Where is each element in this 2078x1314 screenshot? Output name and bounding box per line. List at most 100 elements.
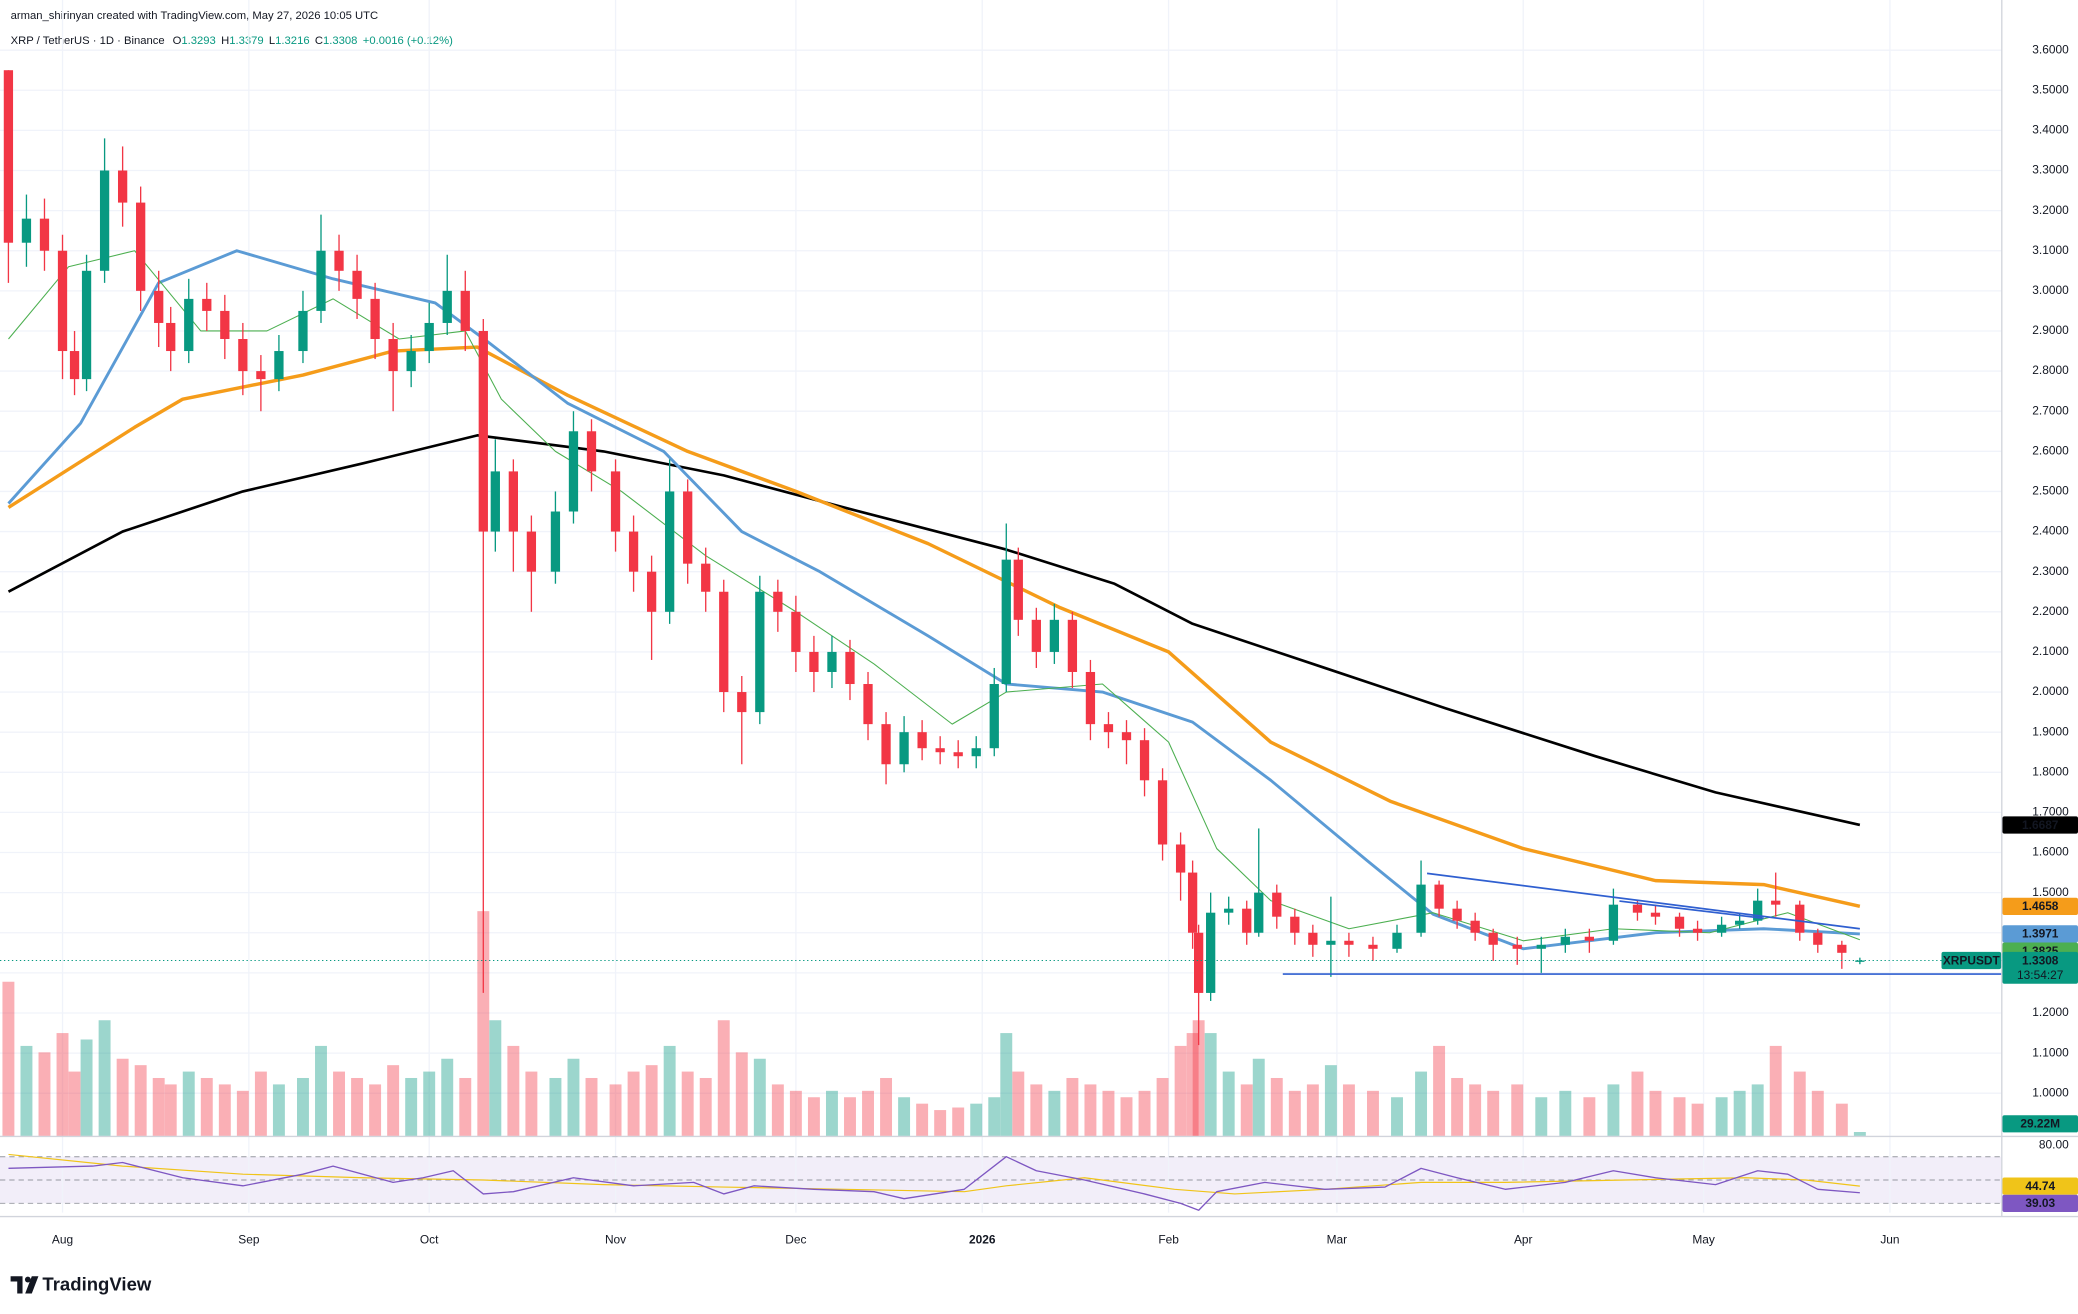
candle-body xyxy=(1085,671,1096,725)
volume-bar xyxy=(609,1084,622,1136)
candle-body xyxy=(809,651,819,672)
symbol-tag: XRPUSDT xyxy=(1943,953,2001,967)
volume-bar xyxy=(236,1090,249,1136)
volume-bar xyxy=(218,1084,231,1136)
candle-body xyxy=(99,170,110,271)
volume-bar xyxy=(56,1033,69,1136)
volume-bar xyxy=(200,1077,213,1136)
l-key: L xyxy=(269,35,275,47)
volume-bar xyxy=(297,1077,309,1136)
y-tick-label: 3.1000 xyxy=(2032,243,2069,257)
candle-body xyxy=(1344,940,1354,945)
candle-body xyxy=(57,250,68,352)
candle-body xyxy=(442,290,452,323)
candle-body xyxy=(719,591,729,693)
volume-bar xyxy=(1853,1131,1866,1136)
candle-body xyxy=(1608,904,1619,941)
candle-body xyxy=(1674,916,1685,929)
volume-bar xyxy=(369,1084,382,1136)
volume-bar xyxy=(1120,1097,1133,1136)
rsi-tick-label: 80.00 xyxy=(2039,1137,2069,1151)
candle-body xyxy=(1632,904,1643,913)
candle-body xyxy=(755,591,765,713)
candle-body xyxy=(1692,928,1703,933)
volume-bar xyxy=(567,1058,580,1136)
candle-body xyxy=(316,250,326,311)
volume-bar xyxy=(1174,1045,1187,1136)
volume-bar xyxy=(80,1039,93,1136)
y-tick-label: 2.3000 xyxy=(2032,564,2069,578)
candle-body xyxy=(406,351,416,372)
y-tick-label: 3.6000 xyxy=(2032,42,2069,56)
y-tick-label: 1.0000 xyxy=(2032,1085,2069,1099)
volume-bar xyxy=(1511,1084,1524,1136)
volume-tag: 29.22M xyxy=(2020,1117,2060,1131)
y-tick-label: 2.7000 xyxy=(2032,403,2069,417)
ma-price-tag: 1.4658 xyxy=(2022,899,2059,913)
change: +0.0016 (+0.12%) xyxy=(363,35,453,47)
volume-bar xyxy=(1751,1084,1764,1136)
volume-bar xyxy=(970,1103,983,1136)
volume-bar xyxy=(880,1077,893,1136)
volume-bar xyxy=(38,1052,51,1136)
candle-body xyxy=(370,298,380,340)
volume-bar xyxy=(645,1065,658,1136)
candle-body xyxy=(568,431,579,512)
current-price-bg xyxy=(2002,951,2078,984)
volume-bar xyxy=(1366,1090,1379,1136)
candle-body xyxy=(1224,908,1234,913)
candle-body xyxy=(917,732,927,749)
volume-bar xyxy=(844,1097,856,1136)
volume-bar xyxy=(152,1077,165,1136)
y-tick-label: 2.8000 xyxy=(2032,363,2069,377)
candle-body xyxy=(899,732,909,765)
l-value: 1.3216 xyxy=(275,35,309,47)
volume-bar xyxy=(1192,1020,1205,1136)
volume-bar xyxy=(459,1077,472,1136)
symbol-header: XRP / TetherUS · 1D · Binance O1.3293 H1.3… xyxy=(11,35,453,47)
volume-bar xyxy=(489,1020,502,1136)
candle-body xyxy=(166,322,176,352)
candle-body xyxy=(1193,932,1204,993)
volume-bar xyxy=(333,1071,345,1136)
volume-bar xyxy=(1102,1090,1115,1136)
candle-body xyxy=(610,471,621,532)
x-tick-label: Feb xyxy=(1158,1233,1179,1247)
x-tick-label: Aug xyxy=(52,1233,73,1247)
candle-body xyxy=(935,748,945,753)
h-value: 1.3379 xyxy=(229,35,263,47)
y-tick-label: 1.7000 xyxy=(2032,805,2069,819)
candle-body xyxy=(256,371,266,380)
y-tick-label: 3.4000 xyxy=(2032,123,2069,137)
candle-body xyxy=(1242,908,1252,933)
plot-area: 1.00001.10001.20001.30001.40001.50001.60… xyxy=(0,0,2078,1247)
volume-bar xyxy=(134,1065,147,1136)
candle-body xyxy=(881,724,891,765)
rsi-band xyxy=(0,1156,2002,1204)
c-value: 1.3308 xyxy=(323,35,357,47)
volume-bar xyxy=(1649,1090,1662,1136)
candle-body xyxy=(1416,884,1426,933)
volume-bar xyxy=(1084,1084,1097,1136)
candle-body xyxy=(1512,944,1522,949)
volume-bar xyxy=(789,1090,802,1136)
candle-body xyxy=(791,611,801,652)
candle-body xyxy=(1650,912,1661,917)
volume-bar xyxy=(351,1077,364,1136)
y-tick-label: 2.0000 xyxy=(2032,684,2069,698)
candle-body xyxy=(154,290,164,323)
volume-bar xyxy=(405,1077,418,1136)
candle-body xyxy=(1795,904,1805,933)
candle-body xyxy=(1103,724,1114,733)
volume-bar xyxy=(272,1084,285,1136)
candle-body xyxy=(1121,732,1132,741)
candle-body xyxy=(136,202,146,291)
ma-price-tag: 1.3971 xyxy=(2022,927,2059,941)
candle-body xyxy=(1206,912,1216,993)
volume-bar xyxy=(898,1097,911,1136)
candle-body xyxy=(1434,884,1444,909)
candle-body xyxy=(1139,740,1150,781)
volume-bar xyxy=(2,981,15,1136)
candle-body xyxy=(1855,960,1865,962)
